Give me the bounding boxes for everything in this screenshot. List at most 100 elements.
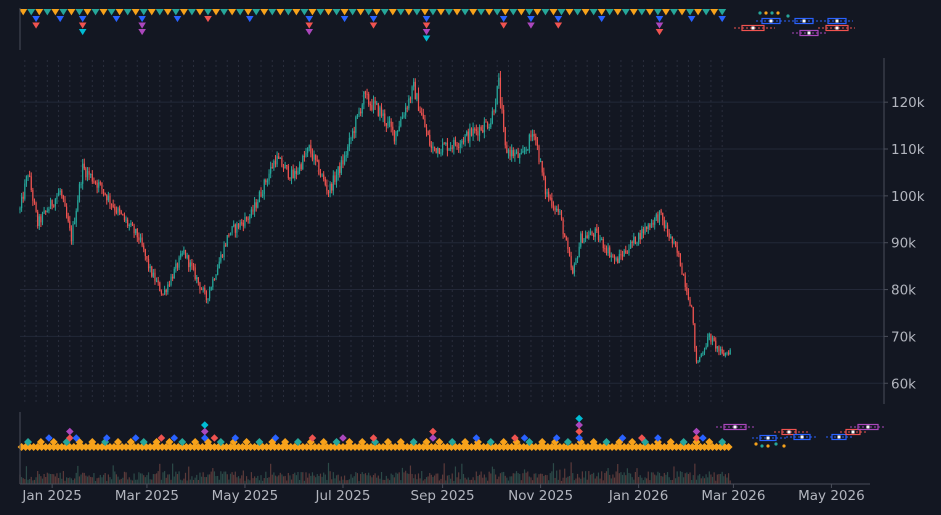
volume-bar <box>495 474 497 484</box>
signal-triangle-marker <box>99 9 108 16</box>
volume-bar <box>403 472 405 484</box>
candle-body <box>708 333 710 338</box>
volume-bar <box>204 477 206 484</box>
volume-bar <box>135 479 137 484</box>
candle-body <box>575 258 577 265</box>
signal-triangle-marker <box>565 9 574 16</box>
volume-bar <box>337 474 339 484</box>
volume-bar <box>374 473 376 484</box>
volume-bar <box>102 474 105 484</box>
candle-body <box>620 254 622 256</box>
volume-bar <box>209 474 211 484</box>
volume-bar <box>551 471 553 484</box>
signal-triangle-marker <box>605 9 614 16</box>
signal-diamond-marker <box>575 427 583 436</box>
candle-body <box>713 337 715 341</box>
candle-body <box>602 239 604 249</box>
signal-diamond-marker <box>519 443 528 451</box>
candle-body <box>334 175 336 183</box>
candle-body <box>143 245 145 250</box>
candle-body <box>274 160 277 165</box>
volume-bar <box>583 477 585 484</box>
signal-diamond-marker <box>375 443 384 451</box>
signal-triangle-marker <box>380 9 389 16</box>
volume-bar <box>176 474 179 484</box>
signal-triangle-marker <box>557 9 566 16</box>
forecast-median <box>751 26 755 30</box>
signal-triangle-marker <box>422 29 431 36</box>
candle-body <box>715 340 717 349</box>
signal-triangle-marker <box>107 9 116 16</box>
signal-triangle-marker <box>686 9 695 16</box>
volume-bar <box>459 479 461 484</box>
volume-bar <box>409 465 412 484</box>
signal-triangle-marker <box>420 9 429 16</box>
x-tick-label: Jan 2025 <box>21 488 81 504</box>
signal-diamond-marker <box>575 421 583 429</box>
candle-body <box>33 200 36 203</box>
candle-body <box>567 240 569 250</box>
candle-body <box>282 166 285 169</box>
candle-body <box>221 254 224 258</box>
volume-bar <box>32 480 34 484</box>
x-tick-label: Mar 2025 <box>115 488 179 504</box>
signal-diamond-marker <box>403 443 412 451</box>
signal-diamond-marker <box>415 443 424 451</box>
volume-bar <box>678 476 680 484</box>
forecast-box <box>793 433 811 441</box>
candle-body <box>676 246 678 253</box>
candle-body <box>678 252 680 254</box>
signal-diamond-marker <box>423 443 432 451</box>
signal-triangle-marker <box>501 9 510 16</box>
volume-bar <box>613 477 616 484</box>
signal-triangle-marker <box>461 9 470 16</box>
candle-body <box>136 228 138 238</box>
volume-bar <box>355 472 357 484</box>
signal-diamond-marker <box>608 443 617 451</box>
candle-body <box>506 145 508 153</box>
candle-body <box>229 232 232 236</box>
volume-bar <box>273 472 275 484</box>
volume-bar <box>719 473 722 484</box>
volume-bar <box>623 472 625 484</box>
volume-bar <box>313 475 315 484</box>
candle-body <box>54 199 56 207</box>
candle-body <box>631 241 633 243</box>
volume-bar <box>324 474 326 484</box>
candle-body <box>48 208 50 212</box>
candle-body <box>691 306 693 308</box>
candle-body <box>191 262 193 266</box>
candle-body <box>646 226 648 230</box>
volume-bar <box>45 477 47 484</box>
volume-bar <box>617 464 619 484</box>
volume-bar <box>186 480 188 484</box>
candle-body <box>343 155 346 165</box>
candle-body <box>519 154 521 158</box>
signal-diamond-marker <box>435 438 444 446</box>
candle-body <box>425 127 428 132</box>
volume-bar <box>663 472 665 484</box>
candle-body <box>454 139 457 145</box>
forecast-box <box>759 434 777 442</box>
candle-body <box>580 233 582 247</box>
volume-bar <box>242 470 244 484</box>
volume-bar <box>520 480 522 484</box>
candle-body <box>692 306 694 324</box>
candle-body <box>570 256 572 268</box>
candle-body <box>231 226 233 233</box>
candle-body <box>629 241 632 249</box>
candle-body <box>699 356 701 362</box>
candle-body <box>503 109 505 128</box>
forecast-box <box>761 17 781 25</box>
signal-diamond-marker <box>684 443 693 451</box>
signal-triangle-marker <box>35 9 44 16</box>
candle-body <box>337 166 339 176</box>
candle-body <box>702 352 704 355</box>
volume-bar <box>329 471 331 484</box>
volume-bar <box>512 473 514 484</box>
candle-body <box>276 156 278 165</box>
volume-bar <box>54 476 56 484</box>
candle-body <box>530 134 532 137</box>
